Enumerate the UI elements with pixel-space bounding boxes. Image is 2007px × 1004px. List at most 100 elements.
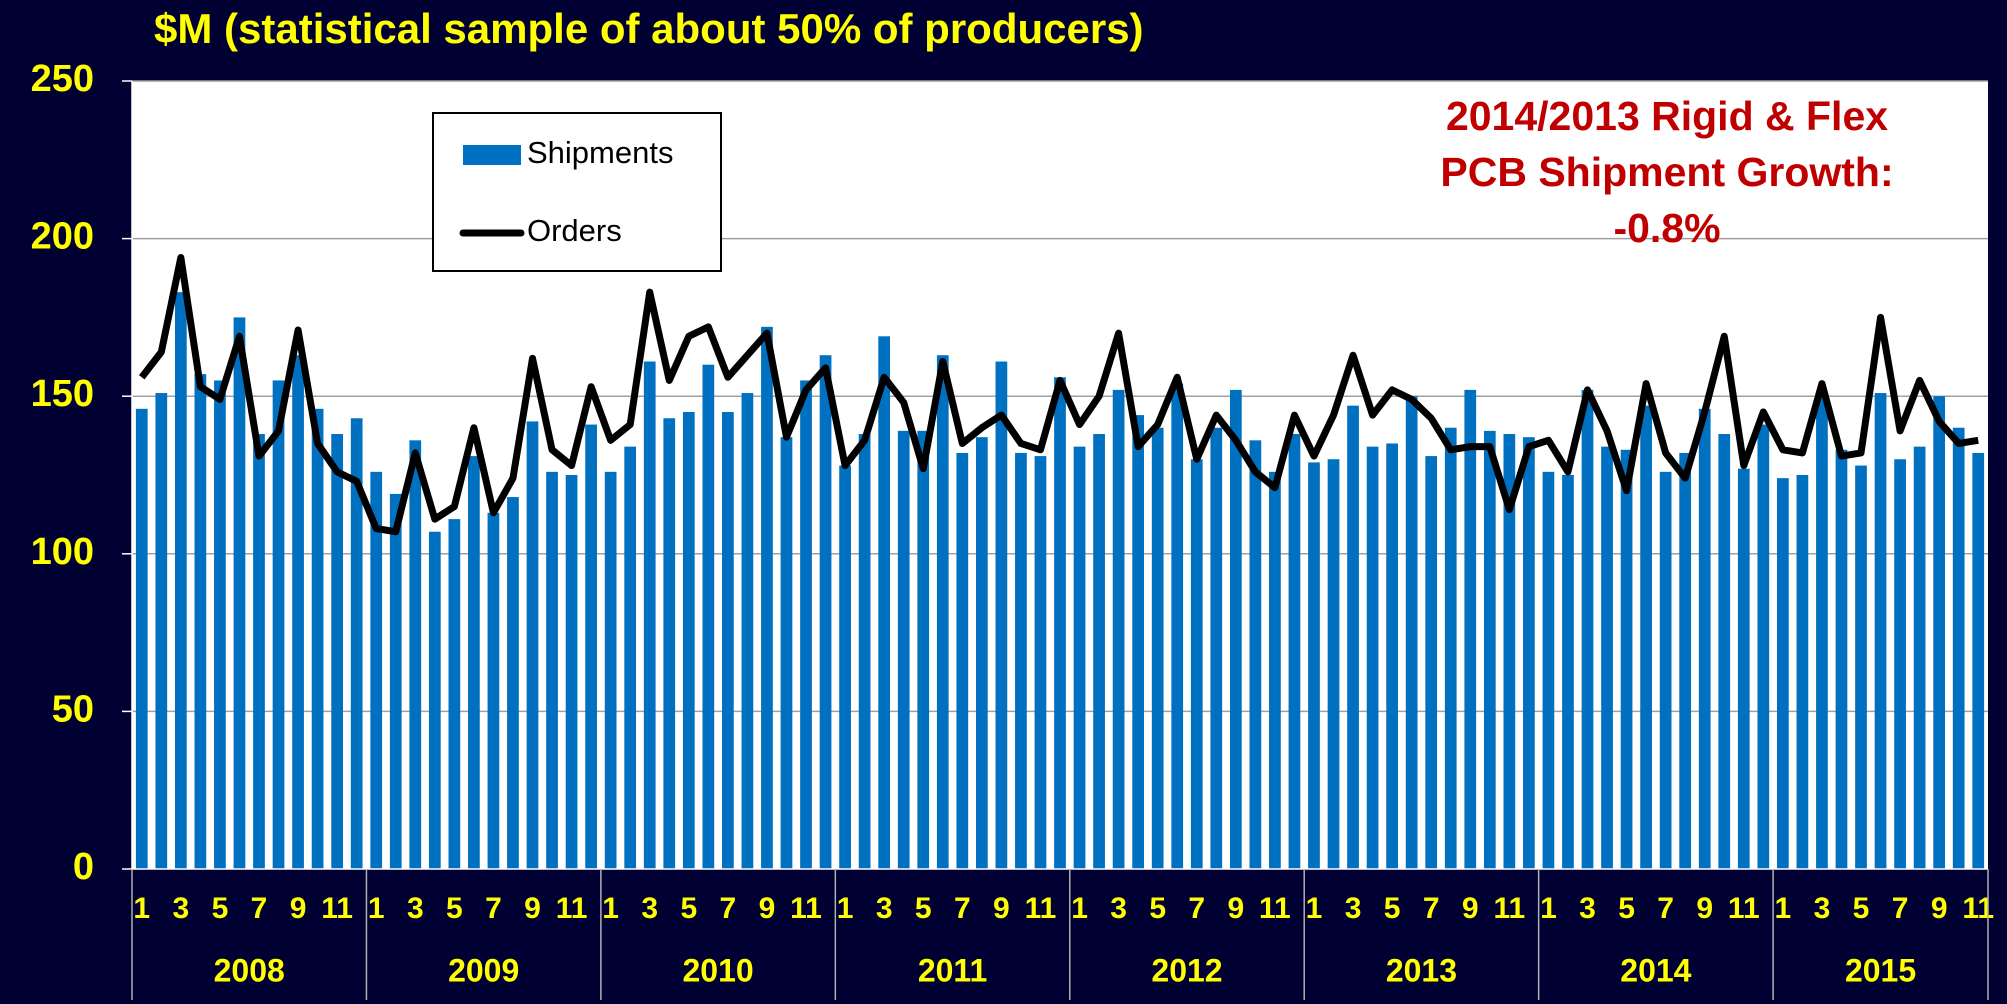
x-tick-label: 1 [368, 892, 385, 925]
bar [1816, 396, 1828, 869]
bar [565, 475, 578, 869]
x-tick-label: 3 [641, 892, 658, 925]
bar [585, 424, 597, 869]
year-label: 2012 [1151, 952, 1222, 988]
bar [800, 380, 812, 869]
x-tick-label: 3 [407, 892, 424, 925]
line [139, 254, 1979, 536]
bar [311, 408, 324, 869]
bar [214, 380, 226, 869]
bar [1308, 462, 1320, 869]
bar [780, 437, 793, 869]
bar [1601, 446, 1613, 869]
bar [1386, 443, 1398, 869]
y-tick-label: 150 [31, 373, 94, 415]
bar [1034, 456, 1047, 869]
year-label: 2008 [214, 952, 285, 988]
bar [1249, 440, 1262, 869]
bar [292, 355, 304, 869]
x-tick-label: 3 [1110, 892, 1127, 925]
annotation: 2014/2013 Rigid & Flex [1446, 93, 1888, 139]
bar [350, 418, 363, 869]
bar [1112, 389, 1125, 869]
x-tick-label: 5 [915, 892, 932, 925]
bar [1562, 475, 1574, 869]
bar [1425, 456, 1438, 869]
x-tick-label: 11 [1962, 892, 1994, 925]
bar [702, 364, 715, 869]
x-tick-label: 9 [524, 892, 541, 925]
bar [878, 336, 891, 869]
bar [1171, 383, 1184, 869]
x-tick-label: 3 [172, 892, 189, 925]
y-tick-label: 0 [73, 846, 94, 888]
year-label: 2015 [1845, 952, 1916, 988]
x-tick-label: 7 [1657, 892, 1674, 925]
bar [682, 411, 695, 869]
annotation: -0.8% [1613, 205, 1720, 251]
x-tick-label: 1 [1540, 892, 1557, 925]
y-tick-label: 250 [31, 58, 94, 100]
x-tick-label: 7 [251, 892, 268, 925]
x-tick-label: 1 [602, 892, 619, 925]
bar [1093, 434, 1105, 869]
bar [1737, 468, 1750, 869]
bar [370, 471, 383, 869]
bar [643, 361, 656, 869]
bar [624, 446, 637, 869]
bar [1190, 459, 1203, 869]
bar [897, 430, 910, 869]
bar [839, 465, 851, 869]
annotation: PCB Shipment Growth: [1440, 149, 1893, 195]
x-tick-label: 11 [556, 892, 588, 925]
y-tick-label: 100 [31, 531, 94, 573]
year-label: 2013 [1386, 952, 1457, 988]
bar [1015, 452, 1027, 869]
bar [1151, 427, 1164, 869]
bar [1483, 430, 1496, 869]
x-tick-label: 5 [446, 892, 463, 925]
bar [1796, 475, 1809, 869]
x-tick-label: 9 [993, 892, 1010, 925]
bar [1132, 415, 1145, 869]
bar [1757, 424, 1770, 869]
x-tick-label: 9 [290, 892, 307, 925]
x-tick-label: 9 [759, 892, 776, 925]
bar [526, 421, 539, 869]
bar [1542, 471, 1555, 869]
bar [135, 408, 148, 869]
bar [936, 355, 949, 869]
bar [1894, 459, 1906, 869]
x-tick-label: 11 [1493, 892, 1525, 925]
x-tick-label: 5 [680, 892, 697, 925]
bar [546, 471, 558, 869]
x-tick-label: 3 [1814, 892, 1831, 925]
bar [1523, 437, 1535, 869]
bar [604, 471, 617, 869]
bar [1855, 465, 1867, 869]
x-tick-label: 11 [1728, 892, 1760, 925]
bar [233, 317, 246, 869]
x-tick-label: 11 [790, 892, 822, 925]
bar [1229, 389, 1242, 869]
x-tick-label: 5 [212, 892, 229, 925]
x-tick-label: 7 [1892, 892, 1909, 925]
bar [1288, 434, 1301, 869]
x-tick-label: 9 [1462, 892, 1479, 925]
bar [1835, 449, 1848, 869]
bar [448, 519, 461, 869]
bar [1777, 478, 1789, 869]
bar [1327, 459, 1340, 869]
bar [722, 411, 734, 869]
year-label: 2014 [1620, 952, 1691, 988]
legend-swatch [463, 145, 521, 165]
x-tick-label: 7 [1423, 892, 1440, 925]
bar [253, 434, 265, 869]
x-tick-label: 9 [1227, 892, 1244, 925]
x-tick-label: 1 [1775, 892, 1792, 925]
bar [741, 393, 754, 869]
year-label: 2011 [918, 952, 987, 988]
bar [409, 440, 422, 869]
bar [1366, 446, 1379, 869]
bar [1581, 389, 1594, 869]
